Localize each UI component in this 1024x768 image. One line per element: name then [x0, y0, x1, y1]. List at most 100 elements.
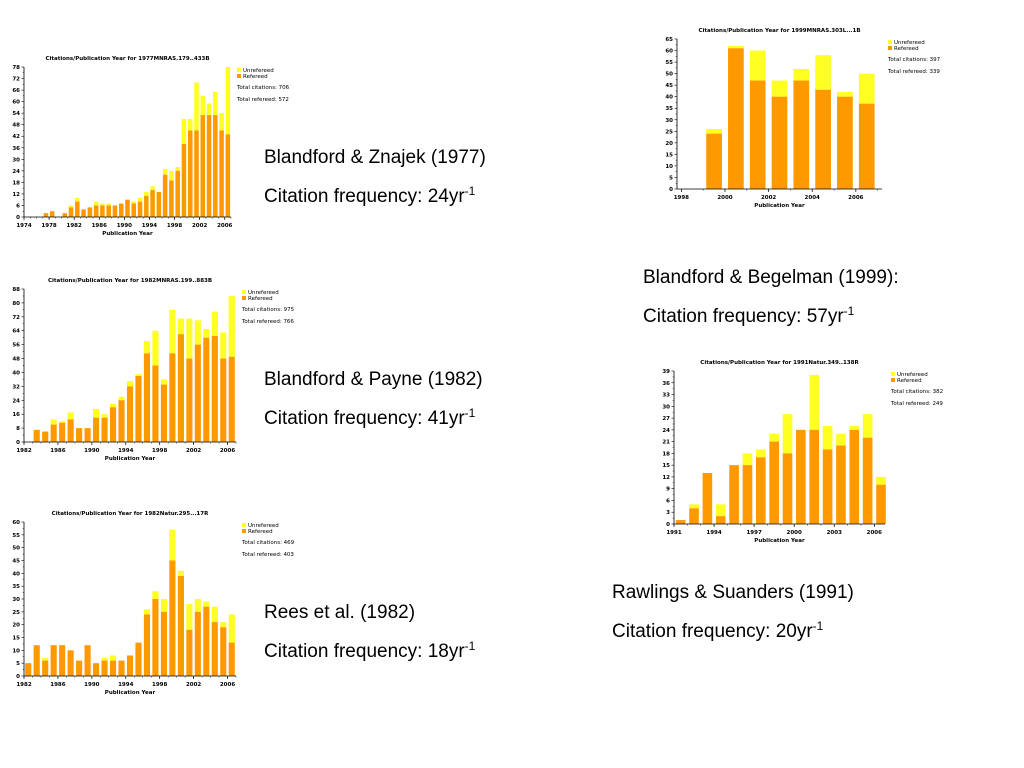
y-tick-label: 64	[12, 329, 20, 335]
bar-unrefereed	[793, 69, 810, 81]
y-tick-label: 55	[665, 60, 673, 66]
y-tick-label: 5	[669, 175, 673, 181]
chart-title: Citations/Publication Year for 1991Natur…	[700, 360, 859, 366]
x-tick-label: 1994	[706, 530, 721, 536]
bar-refereed	[769, 441, 779, 524]
chart-1982-mnras: Citations/Publication Year for 1982MNRAS…	[0, 272, 320, 472]
bar-refereed	[771, 96, 788, 189]
total-refereed: Total refereed: 249	[890, 401, 943, 407]
y-tick-label: 25	[665, 129, 673, 135]
chart-svg: Citations/Publication Year for 1982Natur…	[12, 511, 294, 696]
x-tick-label: 2006	[220, 682, 235, 688]
y-tick-label: 20	[12, 623, 20, 629]
bar-unrefereed	[200, 95, 206, 116]
bar-refereed	[131, 203, 137, 217]
bar-unrefereed	[109, 655, 117, 661]
bar-unrefereed	[858, 73, 875, 104]
legend-label-unrefereed: Unrefereed	[243, 68, 274, 74]
x-axis-label: Publication Year	[754, 538, 805, 544]
bar-refereed	[100, 205, 105, 217]
y-tick-label: 6	[666, 498, 670, 504]
total-citations: Total citations: 397	[887, 57, 941, 63]
caption-blandford-znajek: Blandford & Znajek (1977) Citation frequ…	[264, 148, 486, 206]
bar-unrefereed	[169, 529, 176, 561]
bar-refereed	[729, 465, 739, 524]
bar-unrefereed	[206, 103, 212, 116]
y-tick-label: 0	[16, 674, 20, 680]
legend-label-refereed: Refereed	[894, 46, 919, 52]
y-tick-label: 12	[662, 475, 670, 481]
y-tick-label: 30	[665, 118, 673, 124]
bar-refereed	[50, 424, 57, 442]
bar-unrefereed	[815, 55, 831, 90]
y-tick-label: 30	[12, 597, 20, 603]
x-tick-label: 1982	[16, 682, 31, 688]
chart-1977: Citations/Publication Year for 1977MNRAS…	[0, 50, 320, 240]
y-tick-label: 15	[12, 636, 20, 642]
legend-swatch-refereed	[888, 46, 892, 50]
bar-unrefereed	[126, 381, 134, 387]
legend-label-unrefereed: Unrefereed	[894, 40, 925, 46]
bar-refereed	[126, 386, 134, 442]
bar-unrefereed	[836, 433, 846, 446]
bar-refereed	[181, 143, 187, 217]
bar-refereed	[175, 170, 180, 217]
x-tick-label: 1986	[50, 448, 65, 454]
bar-refereed	[793, 80, 810, 189]
bar-refereed	[101, 417, 108, 442]
y-tick-label: 32	[12, 384, 20, 390]
bar-unrefereed	[211, 311, 218, 336]
bar-refereed	[702, 473, 713, 524]
bar-unrefereed	[219, 113, 224, 131]
bar-refereed	[84, 428, 91, 442]
y-tick-label: 36	[662, 381, 670, 387]
x-tick-label: 2006	[220, 448, 235, 454]
bar-refereed	[81, 209, 86, 217]
bar-refereed	[225, 134, 231, 217]
x-axis-label: Publication Year	[105, 456, 156, 462]
y-tick-label: 18	[662, 451, 670, 457]
bar-unrefereed	[177, 570, 184, 576]
legend-label-refereed: Refereed	[248, 529, 273, 535]
bar-unrefereed	[728, 45, 744, 49]
y-tick-label: 15	[662, 463, 670, 469]
bar-unrefereed	[101, 414, 108, 418]
bar-refereed	[187, 130, 193, 217]
bar-refereed	[84, 645, 91, 676]
bar-refereed	[849, 429, 860, 524]
x-tick-label: 2004	[805, 195, 820, 201]
y-tick-label: 60	[12, 100, 20, 106]
x-axis-label: Publication Year	[102, 231, 153, 237]
bar-refereed	[135, 642, 142, 676]
x-tick-label: 1997	[746, 530, 761, 536]
bar-unrefereed	[106, 203, 111, 206]
bar-unrefereed	[135, 374, 142, 376]
bar-unrefereed	[194, 599, 201, 612]
bar-refereed	[118, 660, 125, 676]
x-tick-label: 2002	[186, 682, 201, 688]
bar-unrefereed	[213, 92, 218, 116]
x-tick-label: 1990	[84, 448, 99, 454]
chart-1999: Citations/Publication Year for 1999MNRAS…	[650, 22, 980, 217]
total-citations: Total citations: 382	[890, 389, 943, 395]
y-tick-label: 18	[12, 180, 20, 186]
y-tick-label: 35	[665, 106, 673, 112]
bar-refereed	[213, 115, 218, 217]
bar-unrefereed	[220, 332, 227, 359]
bar-refereed	[160, 611, 167, 676]
legend-swatch-refereed	[891, 378, 895, 382]
y-tick-label: 56	[12, 343, 20, 349]
bar-refereed	[152, 365, 159, 442]
bar-refereed	[169, 180, 174, 217]
bar-refereed	[186, 629, 193, 676]
y-tick-label: 40	[12, 370, 20, 376]
bar-refereed	[220, 358, 227, 442]
bar-refereed	[211, 335, 218, 442]
x-tick-label: 1991	[666, 530, 681, 536]
bar-unrefereed	[152, 591, 159, 599]
bar-refereed	[228, 642, 235, 676]
y-tick-label: 66	[12, 88, 20, 94]
bar-unrefereed	[822, 425, 833, 450]
caption-title: Rees et al. (1982)	[264, 602, 416, 623]
legend-swatch-refereed	[242, 529, 246, 533]
